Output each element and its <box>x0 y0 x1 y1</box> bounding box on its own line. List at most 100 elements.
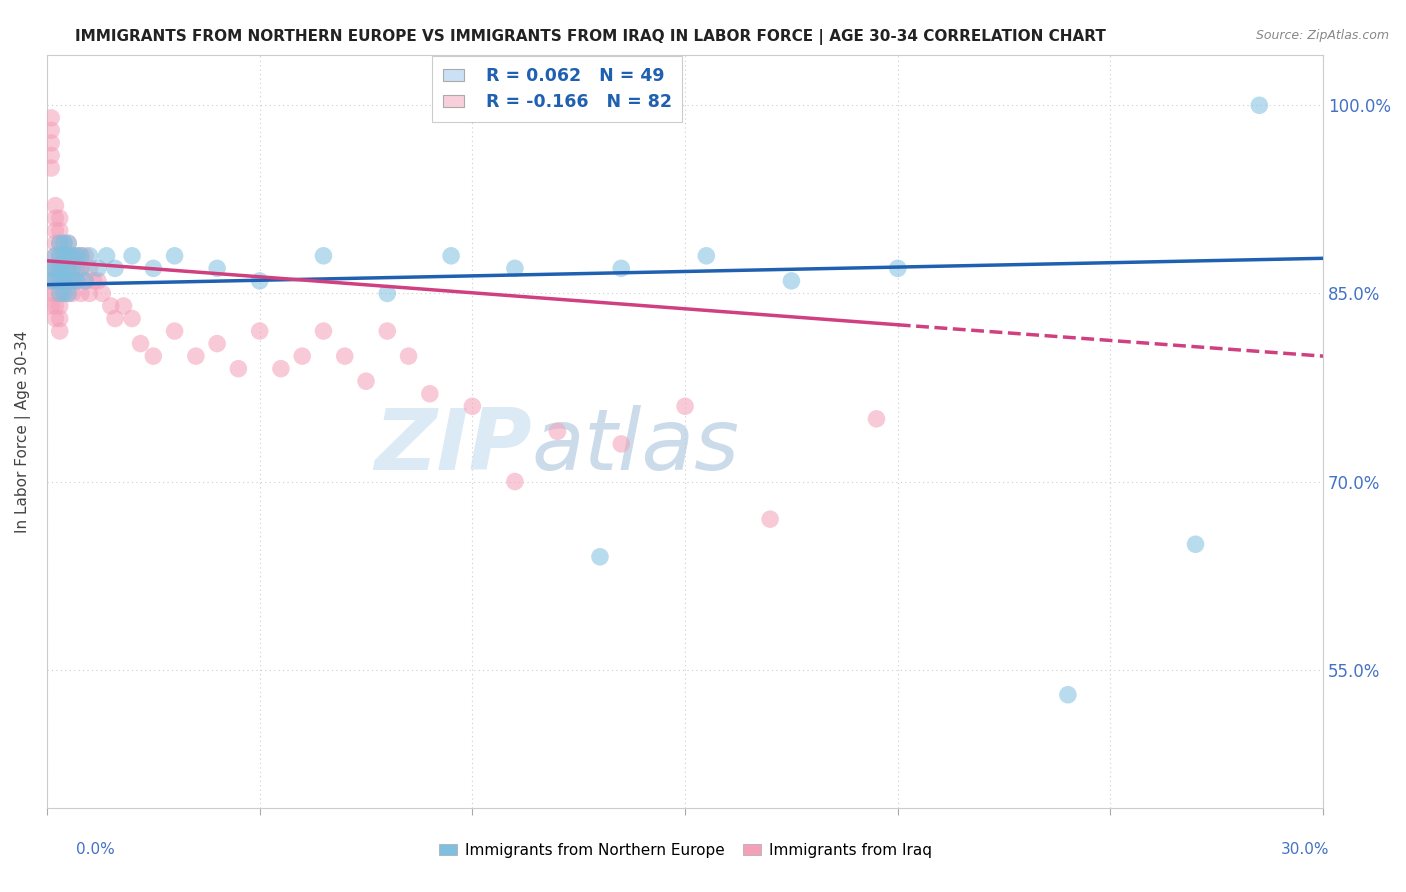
Point <box>48 261 70 276</box>
Point <box>48 261 70 276</box>
Point <box>75 274 97 288</box>
Point <box>1184 537 1206 551</box>
Point <box>163 249 186 263</box>
Point <box>865 412 887 426</box>
Point <box>887 261 910 276</box>
Point <box>205 261 228 276</box>
Point <box>44 274 66 288</box>
Point <box>79 286 101 301</box>
Point <box>780 274 803 288</box>
Point <box>419 386 441 401</box>
Point <box>53 274 76 288</box>
Point <box>48 249 70 263</box>
Point <box>48 299 70 313</box>
Point <box>44 211 66 226</box>
Point <box>270 361 292 376</box>
Point <box>58 261 80 276</box>
Point <box>312 324 335 338</box>
Point <box>39 111 62 125</box>
Point <box>53 249 76 263</box>
Point <box>62 274 84 288</box>
Point <box>66 249 89 263</box>
Point <box>398 349 420 363</box>
Point <box>610 437 633 451</box>
Point <box>62 274 84 288</box>
Point <box>39 286 62 301</box>
Point <box>48 311 70 326</box>
Point <box>228 361 250 376</box>
Point <box>44 236 66 251</box>
Point <box>503 475 526 489</box>
Point <box>312 249 335 263</box>
Point <box>53 249 76 263</box>
Point <box>112 299 135 313</box>
Point <box>461 399 484 413</box>
Point <box>79 261 101 276</box>
Point <box>44 224 66 238</box>
Point <box>39 161 62 175</box>
Point <box>39 261 62 276</box>
Point <box>53 286 76 301</box>
Point <box>66 249 89 263</box>
Point <box>44 274 66 288</box>
Point <box>75 249 97 263</box>
Point <box>163 324 186 338</box>
Point <box>354 374 377 388</box>
Point <box>44 261 66 276</box>
Point <box>375 286 398 301</box>
Point <box>58 236 80 251</box>
Point <box>53 236 76 251</box>
Point <box>58 274 80 288</box>
Point <box>53 261 76 276</box>
Point <box>39 274 62 288</box>
Point <box>87 274 110 288</box>
Point <box>48 211 70 226</box>
Point <box>39 299 62 313</box>
Point <box>546 425 568 439</box>
Text: ZIP: ZIP <box>374 405 531 488</box>
Point <box>44 261 66 276</box>
Point <box>70 261 93 276</box>
Point <box>48 286 70 301</box>
Text: 0.0%: 0.0% <box>76 842 115 856</box>
Point <box>39 261 62 276</box>
Point <box>66 274 89 288</box>
Point <box>610 261 633 276</box>
Point <box>695 249 717 263</box>
Point <box>53 286 76 301</box>
Point <box>75 274 97 288</box>
Point <box>62 249 84 263</box>
Point <box>96 249 118 263</box>
Point <box>79 249 101 263</box>
Point <box>44 299 66 313</box>
Point <box>70 261 93 276</box>
Point <box>44 286 66 301</box>
Point <box>503 261 526 276</box>
Point <box>249 324 271 338</box>
Point <box>58 274 80 288</box>
Text: IMMIGRANTS FROM NORTHERN EUROPE VS IMMIGRANTS FROM IRAQ IN LABOR FORCE | AGE 30-: IMMIGRANTS FROM NORTHERN EUROPE VS IMMIG… <box>75 29 1107 45</box>
Point <box>48 224 70 238</box>
Point <box>205 336 228 351</box>
Point <box>53 236 76 251</box>
Point <box>62 261 84 276</box>
Point <box>39 148 62 162</box>
Point <box>100 299 122 313</box>
Point <box>39 274 62 288</box>
Point <box>142 349 165 363</box>
Point <box>39 123 62 137</box>
Point <box>1249 98 1271 112</box>
Point <box>104 311 127 326</box>
Point <box>70 286 93 301</box>
Point <box>375 324 398 338</box>
Point <box>1057 688 1080 702</box>
Point <box>62 261 84 276</box>
Point <box>58 236 80 251</box>
Point <box>87 261 110 276</box>
Y-axis label: In Labor Force | Age 30-34: In Labor Force | Age 30-34 <box>15 330 31 533</box>
Point <box>66 261 89 276</box>
Point <box>53 274 76 288</box>
Point <box>44 249 66 263</box>
Point <box>83 274 105 288</box>
Point <box>44 311 66 326</box>
